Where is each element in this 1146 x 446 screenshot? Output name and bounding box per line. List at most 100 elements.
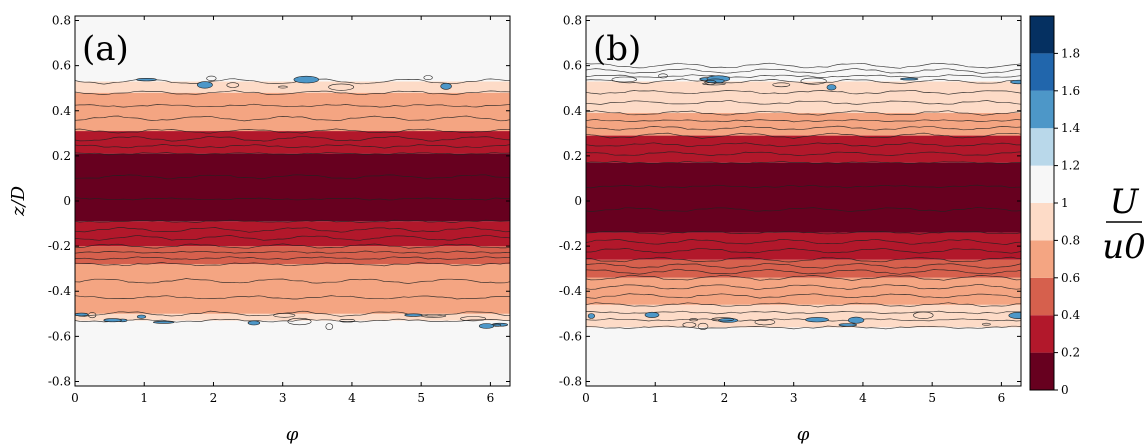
panel-a-contour-island — [137, 315, 146, 318]
panel-b-y-tick-label: -0.8 — [559, 374, 582, 388]
panel-b-y-tick-label: 0.2 — [563, 149, 582, 163]
panel-b-y-tick-label: -0.2 — [559, 239, 582, 253]
panel-a-x-tick-label: 3 — [279, 391, 287, 405]
panel-b-contour-island — [645, 312, 659, 317]
panel-a: 0 1 2 3 4 5 6 -0.8 -0.6 -0.4 -0.2 0 0.2 0.4 0.6 0.8 (a… — [8, 14, 510, 445]
panel-a-y-tick-label: -0.6 — [48, 329, 71, 343]
panel-b-y-tick-label: -0.4 — [559, 284, 583, 298]
panel-a-x-tick-label: 1 — [140, 391, 148, 405]
panel-b-contour-island — [848, 317, 864, 323]
panel-a-contour-island — [137, 78, 157, 81]
panel-b-y-tick-label: 0.6 — [563, 59, 582, 73]
panel-a-contour-island — [294, 76, 319, 83]
panel-b-x-tick-label: 6 — [998, 391, 1006, 405]
panel-a-contour-island — [479, 324, 494, 329]
colorbar-tick-label: 1.4 — [1061, 121, 1080, 135]
colorbar-swatch — [1030, 278, 1054, 315]
panel-a-band — [75, 321, 510, 386]
panel-a-band — [75, 131, 510, 154]
panel-b-contour-island — [588, 314, 595, 319]
colorbar-ticks: 00.20.40.60.811.21.41.61.8 — [1054, 46, 1080, 397]
colorbar-swatch — [1030, 353, 1054, 390]
panel-a-contour-island — [248, 321, 260, 325]
panel-a-y-tick-label: 0.6 — [52, 59, 71, 73]
panel-b-x-tick-label: 2 — [721, 391, 729, 405]
panel-b-x-axis-label: φ — [797, 424, 810, 445]
panel-a-contour-island — [441, 83, 452, 89]
colorbar-tick-label: 0.6 — [1061, 271, 1080, 285]
panel-b-label: (b) — [593, 29, 641, 69]
panel-a-x-tick-label: 4 — [348, 391, 356, 405]
colorbar-swatch — [1030, 128, 1054, 165]
panel-b-band — [586, 81, 1021, 113]
panel-b-contour-island — [827, 85, 836, 91]
panel-a-x-tick-label: 0 — [71, 391, 79, 405]
panel-b-y-tick-label: 0 — [574, 194, 582, 208]
colorbar-swatch — [1030, 240, 1054, 277]
panel-b-y-tick-label: -0.6 — [559, 329, 582, 343]
colorbar-tick-label: 0 — [1061, 383, 1069, 397]
panel-b-band — [586, 136, 1021, 163]
colorbar-tick-label: 0.8 — [1061, 233, 1080, 247]
panel-b-x-tick-label: 1 — [651, 391, 659, 405]
panel-b-contour-island — [718, 318, 737, 322]
panel-b-band — [586, 327, 1021, 386]
panel-b-contour-island — [1011, 80, 1028, 84]
panel-b-y-tick-label: 0.8 — [563, 14, 582, 28]
panel-a-y-tick-label: -0.4 — [48, 284, 72, 298]
panel-a-x-tick-label: 2 — [210, 391, 218, 405]
panel-a-band — [75, 246, 510, 264]
panel-a-x-tick-label: 6 — [487, 391, 495, 405]
panel-b-contour-island — [806, 317, 829, 322]
panel-b-band — [586, 233, 1021, 260]
colorbar-tick-label: 0.2 — [1061, 346, 1080, 360]
panel-a-y-tick-label: 0 — [63, 194, 71, 208]
panel-b-band — [586, 278, 1021, 305]
panel-b-contour-island — [1009, 312, 1030, 318]
panel-b-contour-island — [900, 78, 918, 80]
panel-b-x-tick-label: 4 — [859, 391, 867, 405]
colorbar-label-numerator: U — [1110, 182, 1140, 222]
panel-a-band — [75, 93, 510, 131]
panel-b-x-tick-label: 0 — [582, 391, 590, 405]
colorbar-swatch — [1030, 166, 1054, 203]
colorbar-tick-label: 1.6 — [1061, 84, 1080, 98]
panel-b-band — [586, 163, 1021, 233]
colorbar-tick-label: 1.2 — [1061, 159, 1080, 173]
panel-b-band — [586, 260, 1021, 278]
panel-a-y-axis-label: z/D — [8, 185, 29, 217]
panel-a-y-tick-label: 0.8 — [52, 14, 71, 28]
colorbar-tick-label: 0.4 — [1061, 308, 1080, 322]
panel-a-contour-island — [405, 314, 423, 317]
panel-a-contour-island — [197, 82, 212, 89]
panel-b-y-tick-label: 0.4 — [563, 104, 582, 118]
panel-a-x-axis-label: φ — [286, 424, 299, 445]
panel-a-band — [75, 16, 510, 81]
panel-a-contour-island — [75, 313, 88, 316]
panel-b-x-tick-label: 5 — [928, 391, 936, 405]
colorbar: 0 0.2 0.4 0.6 0.8 1 1.2 1.4 1.6 1.8 U u0 — [1030, 16, 1146, 397]
colorbar-label-denominator: u0 — [1102, 227, 1146, 267]
panel-b-contour-island — [839, 324, 857, 327]
panel-b-band — [586, 113, 1021, 136]
panel-a-y-tick-label: 0.4 — [52, 104, 71, 118]
panel-a-y-tick-label: -0.2 — [48, 239, 71, 253]
panel-a-field — [75, 16, 510, 386]
panel-b: 0 1 2 3 4 5 6 -0.8 -0.6 -0.4 -0.2 0 0.2 0.4 0.6 0.8 (b… — [559, 14, 1030, 445]
colorbar-swatch — [1030, 315, 1054, 352]
panel-a-label: (a) — [82, 29, 129, 69]
panel-a-y-tick-label: -0.8 — [48, 374, 71, 388]
colorbar-swatch — [1030, 53, 1054, 90]
colorbar-swatch — [1030, 16, 1054, 53]
panel-a-band — [75, 264, 510, 314]
colorbar-swatches — [1030, 16, 1054, 390]
colorbar-tick-label: 1.8 — [1061, 46, 1080, 60]
colorbar-swatch — [1030, 91, 1054, 128]
panel-a-band — [75, 154, 510, 222]
panel-b-band — [586, 16, 1021, 66]
panel-a-contour-island — [153, 321, 174, 323]
panel-a-x-tick-label: 5 — [417, 391, 425, 405]
panel-b-x-tick-label: 3 — [790, 391, 798, 405]
panel-a-band — [75, 221, 510, 246]
